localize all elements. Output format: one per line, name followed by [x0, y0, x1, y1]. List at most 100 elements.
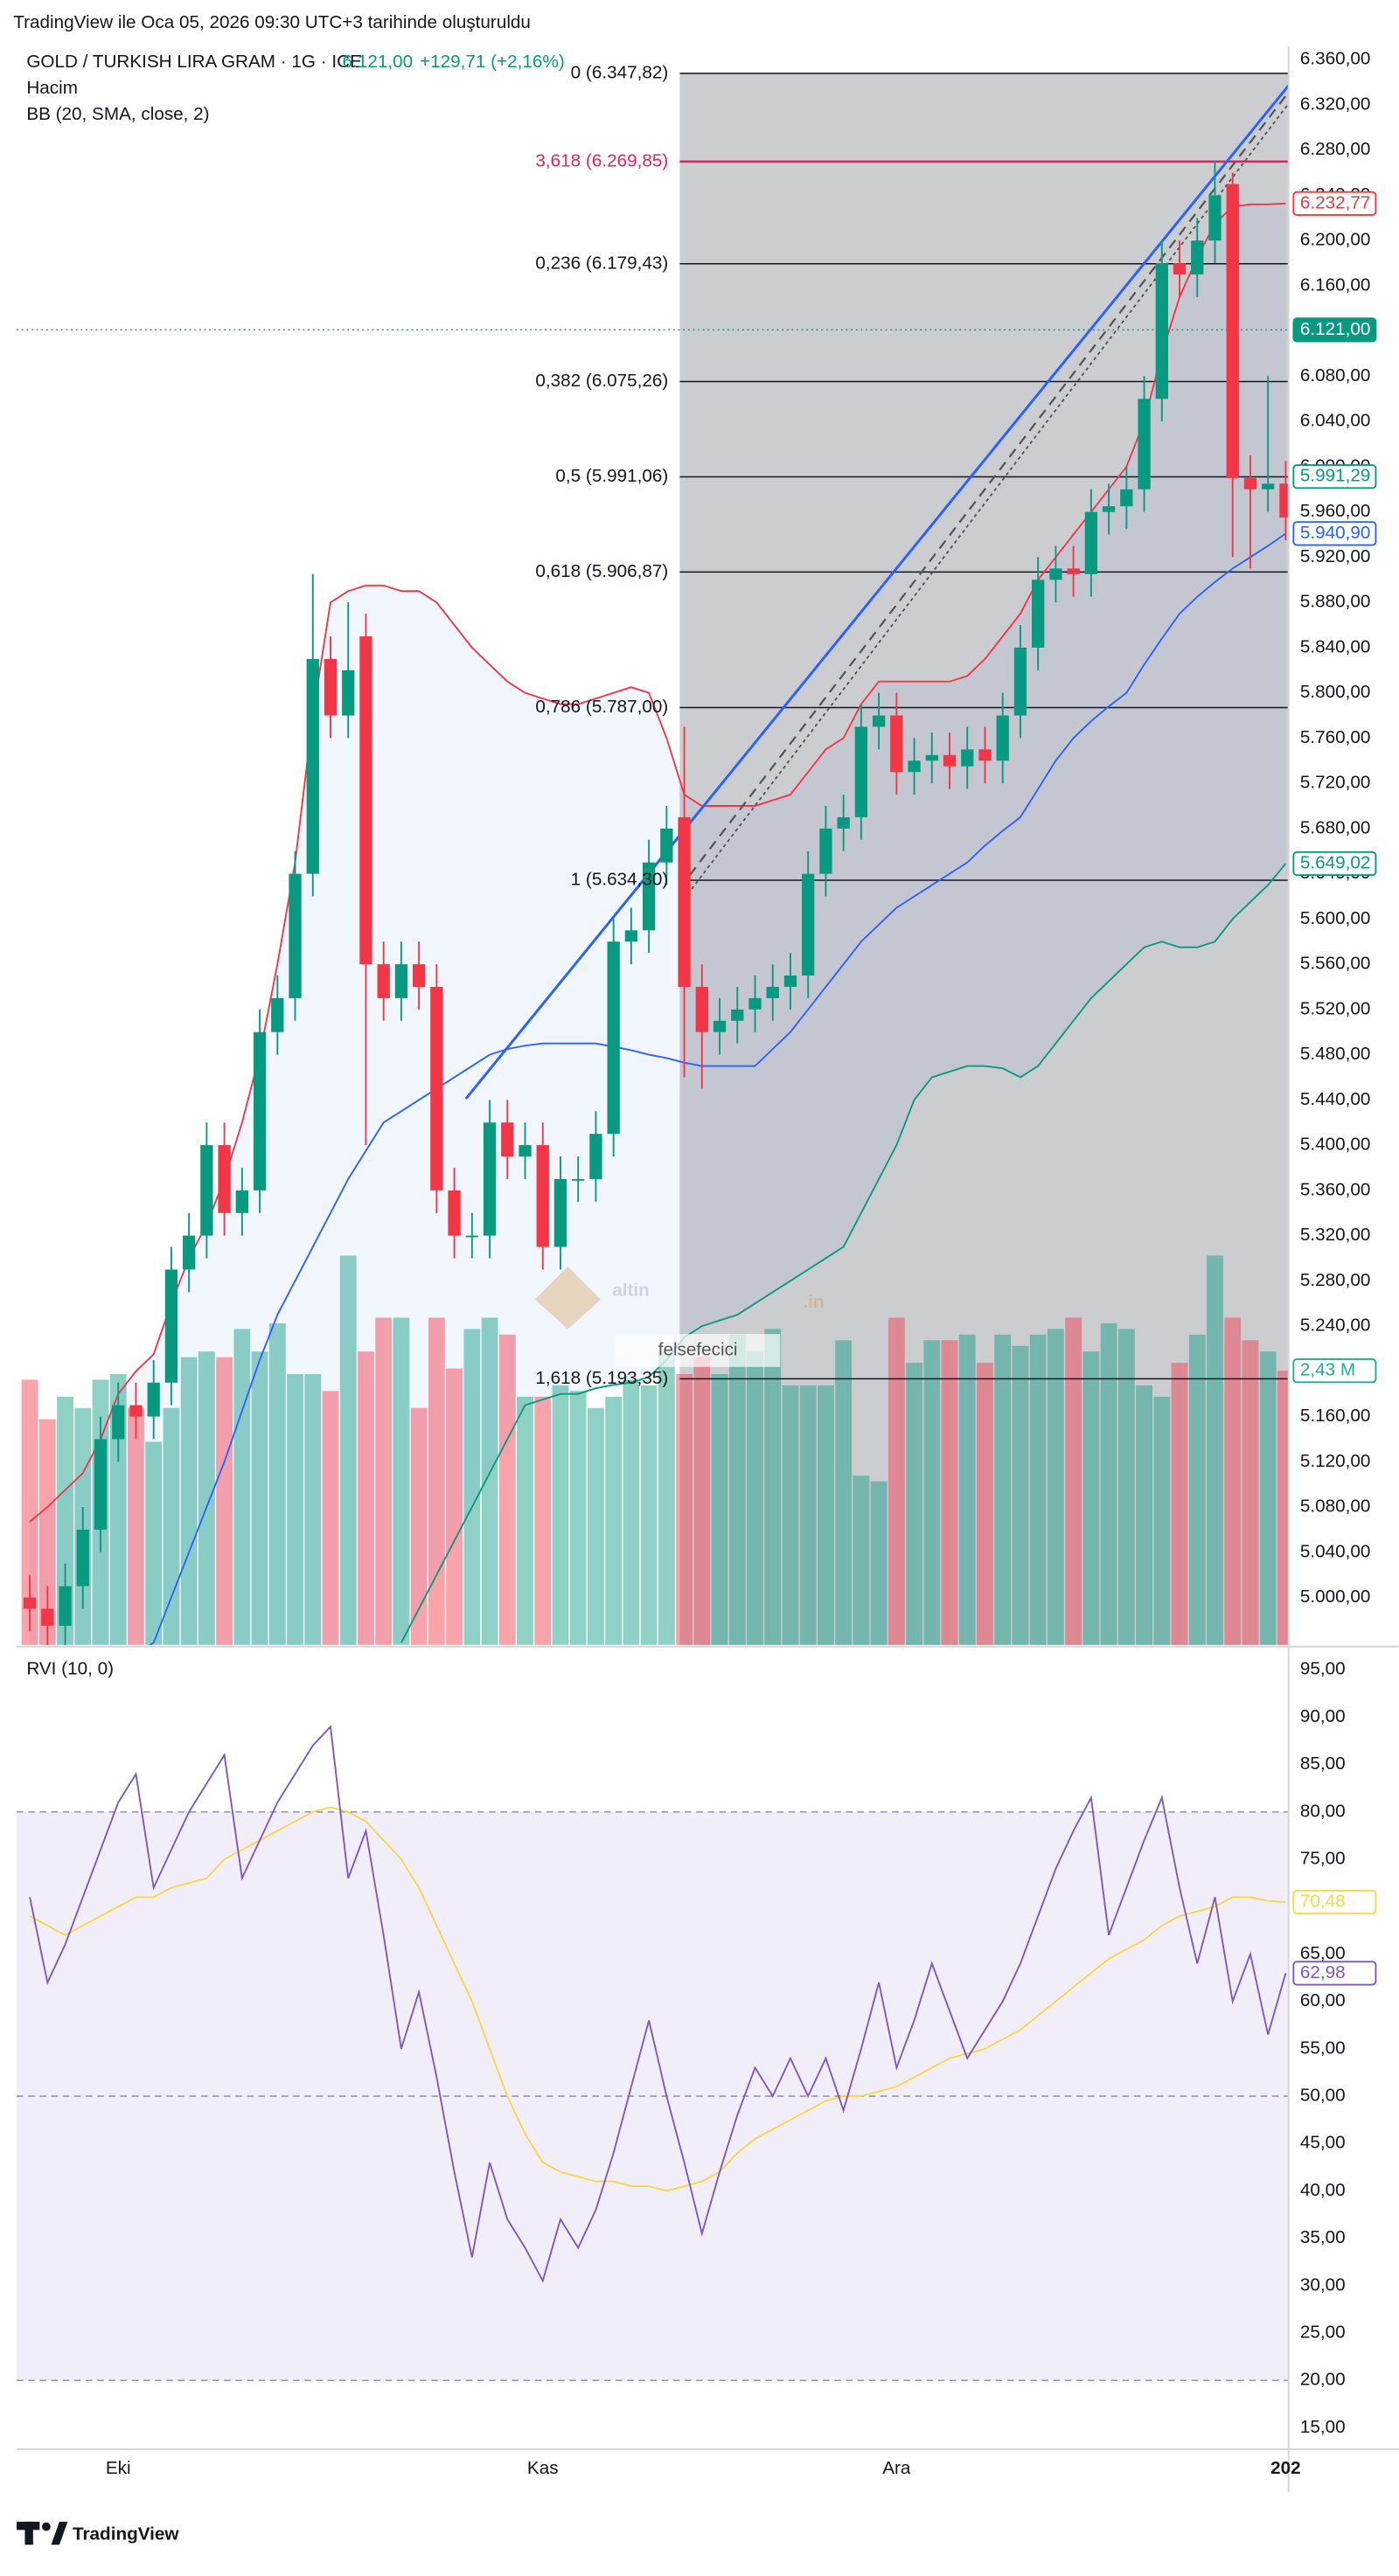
volume-bar	[38, 1419, 56, 1645]
volume-bar	[853, 1475, 870, 1645]
rvi-tick-label: 45,00	[1300, 2133, 1346, 2153]
y-tick-label: 6.280,00	[1300, 139, 1371, 159]
bb-upper	[29, 202, 1286, 1523]
volume-bar	[233, 1329, 251, 1645]
candle-body	[819, 828, 832, 874]
y-tick-label: 5.120,00	[1300, 1451, 1371, 1471]
y-tick-label: 6.320,00	[1300, 94, 1371, 114]
candle-body	[713, 1020, 727, 1032]
candle-body	[94, 1439, 108, 1530]
candle-body	[660, 828, 673, 863]
rvi-tick-label: 50,00	[1300, 2086, 1346, 2106]
rvi-tick-label: 30,00	[1300, 2274, 1346, 2295]
candle-body	[695, 986, 708, 1032]
candle-body	[377, 964, 390, 998]
candle-body	[1279, 483, 1289, 518]
volume-bar	[552, 1385, 569, 1645]
candle-body	[766, 986, 779, 998]
volume-label: 2,43 M	[1300, 1360, 1355, 1380]
candle-body	[430, 986, 443, 1191]
fib-label: 0,5 (5.991,06)	[555, 466, 668, 486]
volume-bar	[375, 1317, 393, 1645]
bb-lower	[400, 863, 1287, 1643]
candle-body	[536, 1145, 549, 1247]
candle-body	[76, 1529, 89, 1587]
y-tick-label: 5.480,00	[1300, 1044, 1371, 1064]
x-tick-label: 202	[1270, 2458, 1301, 2478]
candle-body	[1049, 568, 1062, 580]
y-tick-label: 5.240,00	[1300, 1316, 1371, 1336]
volume-bar	[1188, 1334, 1206, 1645]
volume-bar	[1153, 1396, 1171, 1645]
price-change: +129,71 (+2,16%)	[420, 52, 565, 72]
rvi-tick-label: 80,00	[1300, 1801, 1346, 1821]
trend-line	[464, 84, 1289, 1101]
candle-body	[908, 760, 921, 773]
candle-body	[624, 930, 638, 942]
candle-body	[112, 1405, 125, 1440]
rvi-tick-label: 75,00	[1300, 1849, 1346, 1869]
volume-bar	[977, 1363, 993, 1645]
volume-bar	[1259, 1351, 1277, 1645]
candle-body	[589, 1134, 602, 1179]
candle-body	[1262, 483, 1275, 490]
indicator-layer	[17, 202, 1289, 1645]
y-tick-label: 5.760,00	[1300, 727, 1371, 747]
volume-bar	[128, 1407, 144, 1645]
volume-bar	[1012, 1345, 1029, 1645]
candle-body	[359, 635, 372, 965]
trend-dashed	[679, 91, 1289, 889]
y-tick-label: 6.360,00	[1300, 49, 1371, 69]
candle-body	[147, 1382, 160, 1417]
volume-bar	[728, 1334, 746, 1645]
volume-bar	[251, 1351, 268, 1645]
watermark-tag: felsefecici	[658, 1339, 738, 1359]
volume-bar	[1207, 1255, 1223, 1645]
y-tick-label: 5.400,00	[1300, 1135, 1371, 1155]
volume-bar	[1136, 1385, 1152, 1645]
rvi-line	[29, 1725, 1287, 2283]
y-tick-label: 5.800,00	[1300, 682, 1371, 702]
volume-bar	[906, 1363, 922, 1645]
volume-bar	[322, 1391, 339, 1645]
fib-label: 0,236 (6.179,43)	[535, 253, 668, 273]
candle-body	[23, 1597, 37, 1609]
candle-body	[553, 1178, 567, 1247]
rvi-last-label: 62,98	[1300, 1962, 1346, 1982]
volume-bar	[747, 1351, 763, 1645]
volume-bar	[676, 1373, 693, 1645]
bb-middle-label-box	[1292, 521, 1377, 546]
candle-body	[483, 1122, 497, 1236]
volume-bar	[1277, 1371, 1289, 1645]
x-tick-label: Ara	[882, 2458, 911, 2478]
fib-label: 1 (5.634,30)	[571, 869, 669, 889]
bb-upper-label: 6.232,77	[1300, 192, 1371, 212]
fib-label: 0,382 (6.075,26)	[535, 371, 668, 391]
candle-body	[306, 658, 319, 874]
candle-body	[1243, 477, 1257, 490]
candle-body	[1102, 506, 1116, 512]
candle-body	[748, 997, 762, 1010]
volume-bar	[410, 1407, 428, 1645]
candle-body	[642, 862, 656, 931]
volume-bar	[835, 1340, 853, 1645]
volume-bar	[764, 1329, 782, 1645]
volume-bar	[640, 1385, 658, 1645]
candle-body	[1013, 647, 1027, 716]
volume-bar	[21, 1379, 38, 1645]
y-tick-label: 5.520,00	[1300, 998, 1371, 1018]
trend-dotted	[679, 102, 1289, 906]
axes: 6.360,006.320,006.280,006.240,006.200,00…	[106, 49, 1371, 2478]
candle-body	[890, 715, 903, 773]
rvi-last-label-box	[1292, 1889, 1377, 1915]
candle-body	[1084, 511, 1098, 574]
bb-upper-label-box	[1292, 191, 1377, 216]
candle-body	[465, 1235, 478, 1238]
candle-body	[271, 997, 284, 1032]
rvi-tick-label: 25,00	[1300, 2323, 1346, 2343]
volume-bar	[1029, 1334, 1047, 1645]
volume-bar	[941, 1340, 958, 1645]
y-tick-label: 5.600,00	[1300, 908, 1371, 928]
candle-body	[1138, 399, 1151, 490]
